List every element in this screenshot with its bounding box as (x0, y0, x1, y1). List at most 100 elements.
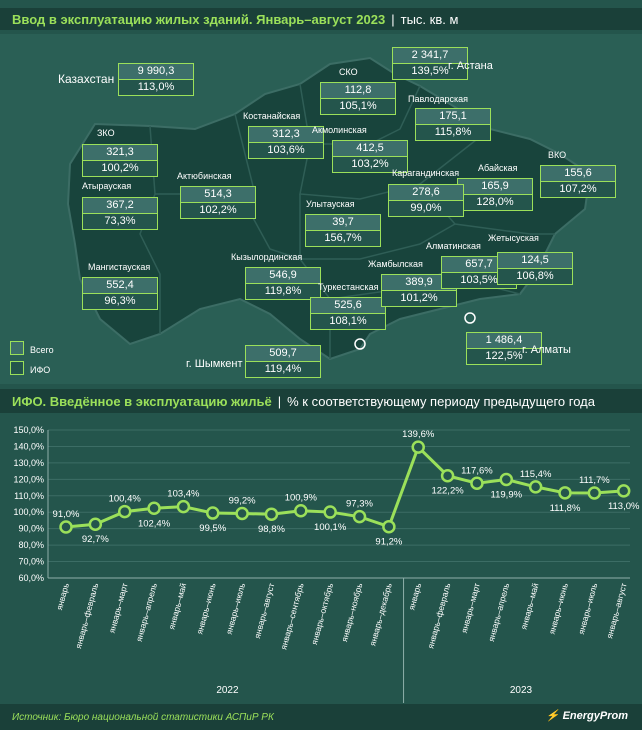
y-tick-label: 110,0% (14, 491, 44, 501)
region-total: 165,9 (458, 179, 532, 195)
region-value-box: 389,9 101,2% (381, 274, 457, 307)
city-value-box: 1 486,4 122,5% (466, 332, 542, 365)
year-label: 2023 (510, 685, 533, 696)
chart-title-sub: % к соответствующему периоду предыдущего… (287, 393, 595, 409)
region-ifo: 106,8% (498, 269, 572, 284)
y-tick-label: 60,0% (18, 573, 44, 583)
data-label: 92,7% (82, 534, 109, 545)
region-value-box: 175,1 115,8% (415, 108, 491, 141)
x-tick-label: январь–июнь (194, 581, 217, 635)
data-label: 91,2% (375, 537, 402, 548)
x-tick-label: январь (54, 581, 71, 611)
data-label: 99,5% (199, 523, 226, 534)
y-tick-label: 70,0% (18, 557, 44, 567)
chart-title-main: ИФО. Введённое в эксплуатацию жильё (12, 393, 272, 409)
title-separator: | (391, 11, 395, 27)
y-tick-label: 150,0% (13, 425, 44, 435)
region-total: 312,3 (249, 127, 323, 143)
region-total: 112,8 (321, 83, 395, 99)
data-point (323, 505, 337, 519)
region-total: 175,1 (416, 109, 490, 125)
x-tick-label: январь–октябрь (309, 581, 335, 645)
region-value-box: 412,5 103,2% (332, 140, 408, 173)
data-label: 117,6% (461, 465, 493, 476)
data-point (587, 486, 602, 500)
y-tick-label: 90,0% (18, 524, 44, 534)
region-total: 525,6 (311, 298, 385, 314)
city-label: г. Шымкент (186, 358, 243, 370)
legend-total-label: Всего (30, 345, 54, 355)
region-label: Алматинская (426, 241, 481, 251)
data-point (235, 506, 249, 521)
country-total: 9 990,3 (119, 64, 193, 80)
region-total: 514,3 (181, 187, 255, 203)
region-total: 546,9 (246, 268, 320, 284)
city-value-box: 509,7 119,4% (245, 345, 321, 378)
x-tick-label: январь–август (252, 582, 276, 640)
data-label: 103,4% (167, 489, 200, 500)
region-value-box: 312,3 103,6% (248, 126, 324, 159)
data-point (147, 501, 161, 516)
x-tick-label: январь–июль (224, 581, 247, 635)
city-value-box: 2 341,7 139,5% (392, 47, 468, 80)
city-marker (354, 338, 366, 350)
data-point (470, 476, 484, 491)
region-value-box: 552,4 96,3% (82, 277, 158, 310)
region-label: ВКО (548, 150, 567, 160)
x-tick-label: январь–август (604, 582, 628, 640)
region-label: Костанайская (243, 111, 301, 121)
region-label: Улытауская (306, 199, 355, 209)
x-tick-label: январь–ноябрь (339, 581, 364, 642)
city-label: г. Алматы (522, 344, 571, 356)
region-value-box: 165,9 128,0% (457, 178, 533, 211)
y-tick-label: 100,0% (13, 507, 44, 517)
city-total: 509,7 (246, 346, 320, 362)
y-tick-label: 130,0% (13, 458, 44, 468)
region-label: Кызылординская (231, 252, 303, 262)
data-label: 111,7% (579, 475, 610, 486)
region-total: 39,7 (306, 215, 380, 231)
data-point (294, 503, 308, 518)
x-tick-label: январь–сентябрь (278, 581, 306, 650)
data-point (117, 504, 132, 519)
line-chart: 60,0% 70,0% 80,0% 90,0% 100,0% 110,0% 120,0% 13… (13, 425, 640, 703)
region-ifo: 128,0% (458, 195, 532, 210)
data-point (352, 509, 367, 524)
data-label: 111,8% (550, 503, 581, 514)
data-point (382, 519, 396, 534)
legend-total-swatch (10, 341, 24, 355)
city-marker (464, 312, 476, 324)
data-point (528, 480, 543, 494)
city-total: 2 341,7 (393, 48, 467, 64)
region-ifo: 96,3% (83, 294, 157, 309)
region-ifo: 100,2% (83, 161, 157, 176)
region-label: Павлодарская (408, 94, 468, 104)
x-tick-label: январь–февраль (73, 581, 100, 649)
region-value-box: 525,6 108,1% (310, 297, 386, 330)
region-value-box: 321,3 100,2% (82, 144, 158, 177)
region-label: Жамбылская (368, 259, 423, 269)
year-label: 2022 (216, 685, 239, 696)
x-tick-label: январь–июль (576, 581, 599, 635)
city-label: г. Астана (448, 60, 493, 72)
map-title-main: Ввод в эксплуатацию жилых зданий. Январь… (12, 11, 386, 27)
region-total: 389,9 (382, 275, 456, 291)
x-tick-label: январь–апрель (486, 581, 511, 642)
x-tick-label: январь–апрель (134, 581, 159, 642)
region-ifo: 102,2% (181, 203, 255, 218)
region-ifo: 73,3% (83, 214, 157, 229)
region-value-box: 514,3 102,2% (180, 186, 256, 219)
y-tick-label: 80,0% (18, 540, 44, 550)
region-value-box: 39,7 156,7% (305, 214, 381, 247)
region-label: Мангистауская (88, 262, 151, 272)
data-point (59, 520, 73, 534)
data-point (88, 517, 103, 531)
data-label: 98,8% (258, 524, 285, 535)
data-point (558, 486, 572, 500)
legend-ifo-swatch (10, 361, 24, 375)
region-ifo: 156,7% (306, 231, 380, 246)
title-separator: | (277, 393, 282, 409)
x-tick-label: январь–май (166, 582, 188, 631)
data-label: 100,1% (314, 522, 347, 533)
data-point (206, 506, 220, 520)
